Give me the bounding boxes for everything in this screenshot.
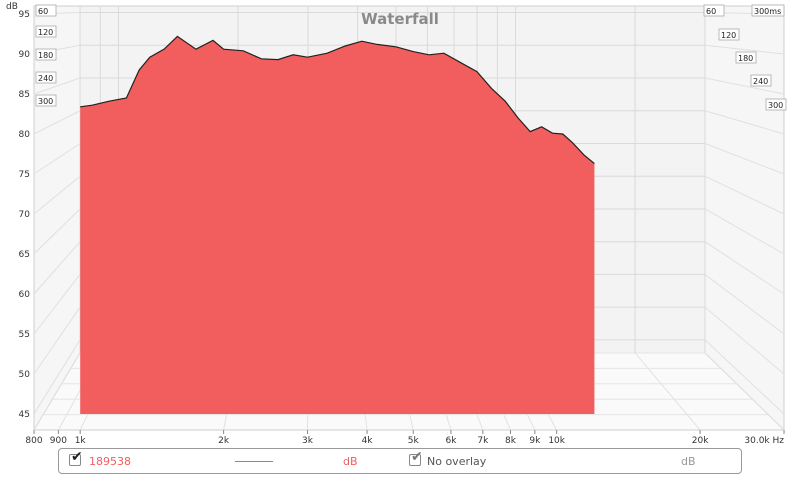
- y-tick-label: 55: [19, 330, 30, 340]
- floor-grid-line: [33, 352, 81, 431]
- time-label-box: [35, 48, 57, 61]
- right-wall-grid-line: [704, 241, 785, 295]
- left-wall-grid-line: [33, 274, 81, 335]
- x-tick-label: 10k: [548, 436, 565, 446]
- y-tick-label: 60: [19, 290, 31, 300]
- left-wall-grid-line: [33, 306, 81, 375]
- time-label-right: 60: [703, 4, 725, 17]
- chart-title: Waterfall: [361, 10, 439, 28]
- x-tick-label: 5k: [408, 436, 420, 446]
- time-label-left: 300: [35, 94, 57, 107]
- time-label-text: 180: [738, 54, 753, 63]
- time-label-box: [35, 4, 57, 17]
- time-label-right: 240: [750, 74, 772, 87]
- x-tick-label: 30.0k Hz: [744, 436, 784, 446]
- right-wall-grid-line: [704, 339, 785, 415]
- time-label-left: 180: [35, 48, 57, 61]
- series-line-swatch: [235, 461, 273, 462]
- floor-grid-line: [634, 352, 701, 431]
- y-tick-label: 90: [19, 50, 31, 60]
- time-label-box: [735, 51, 757, 64]
- left-wall-grid-line: [33, 241, 81, 295]
- x-tick-label: 20k: [692, 436, 709, 446]
- series-unit: dB: [343, 455, 358, 468]
- left-wall-grid-line: [33, 143, 81, 175]
- x-tick-label: 8k: [505, 436, 517, 446]
- time-label-box: [703, 4, 725, 17]
- time-label-right: 300: [765, 98, 787, 111]
- left-wall-grid-line: [33, 208, 81, 255]
- x-tick-label: 6k: [445, 436, 457, 446]
- legend-bar: ✔ 189538 dB ✔ No overlay dB: [58, 448, 742, 474]
- right-wall-grid-line: [704, 44, 785, 55]
- left-wall-grid-line: [33, 175, 81, 215]
- right-wall-grid-line: [704, 110, 785, 135]
- time-label-box: [750, 74, 772, 87]
- overlay-checkbox[interactable]: ✔: [409, 449, 423, 466]
- right-wall-grid-line: [704, 306, 785, 375]
- y-tick-label: 75: [19, 170, 30, 180]
- x-tick-label: 7k: [477, 436, 489, 446]
- right-wall-grid-line: [704, 274, 785, 335]
- waterfall-slices: [80, 35, 595, 415]
- time-unit-label: 300ms: [751, 4, 785, 17]
- time-label-left: 120: [35, 25, 57, 38]
- time-label-right: 180: [735, 51, 757, 64]
- series-checkbox[interactable]: ✔: [69, 449, 83, 466]
- time-label-text: 300: [768, 101, 783, 110]
- x-tick-label: 2k: [218, 436, 230, 446]
- y-axis-label: dB: [6, 2, 18, 12]
- y-tick-label: 80: [19, 130, 31, 140]
- y-tick-label: 85: [19, 90, 30, 100]
- x-tick-label: 9k: [529, 436, 541, 446]
- slice-line: [80, 35, 595, 165]
- y-tick-label: 70: [19, 210, 31, 220]
- x-tick-label: 900: [50, 436, 67, 446]
- time-label-box: [35, 94, 57, 107]
- time-label-text: 120: [721, 31, 736, 40]
- time-label-text: 60: [706, 7, 716, 16]
- time-label-left: 60: [35, 4, 57, 17]
- time-label-text: 180: [38, 51, 53, 60]
- time-label-box: [35, 25, 57, 38]
- axis-labels: 800 900 1k 2k 3k 4k 5k 6k 7k 8k 9k 10k 20k 30.0k Hz 45…: [19, 4, 787, 446]
- time-unit-box: [751, 4, 785, 17]
- series-name: 189538: [89, 455, 131, 468]
- floor-grid-line: [704, 352, 785, 431]
- time-label-text: 240: [38, 74, 53, 83]
- y-tick-label: 50: [19, 370, 31, 380]
- time-unit-text: 300ms: [754, 7, 781, 16]
- y-tick-label: 65: [19, 250, 30, 260]
- time-label-text: 120: [38, 28, 53, 37]
- time-label-box: [765, 98, 787, 111]
- time-label-text: 60: [38, 7, 48, 16]
- overlay-label[interactable]: No overlay: [427, 455, 487, 468]
- x-tick-label: 800: [25, 436, 42, 446]
- overlay-unit: dB: [681, 455, 696, 468]
- y-tick-label: 45: [19, 410, 30, 420]
- time-label-box: [718, 28, 740, 41]
- left-wall-grid-line: [33, 339, 81, 415]
- x-tick-label: 4k: [362, 436, 374, 446]
- time-label-text: 300: [38, 97, 53, 106]
- time-label-text: 240: [753, 77, 768, 86]
- time-label-right: 120: [718, 28, 740, 41]
- right-wall-grid-line: [704, 208, 785, 255]
- slice-fill: [80, 36, 595, 415]
- left-wall-grid-line: [33, 77, 81, 95]
- time-label-box: [35, 71, 57, 84]
- right-wall-grid-line: [704, 77, 785, 95]
- right-wall-grid-line: [704, 143, 785, 175]
- left-wall-grid-line: [33, 110, 81, 135]
- y-tick-label: 95: [19, 10, 30, 20]
- right-wall-grid-line: [704, 175, 785, 215]
- x-tick-label: 3k: [302, 436, 314, 446]
- time-label-left: 240: [35, 71, 57, 84]
- x-tick-label: 1k: [75, 436, 87, 446]
